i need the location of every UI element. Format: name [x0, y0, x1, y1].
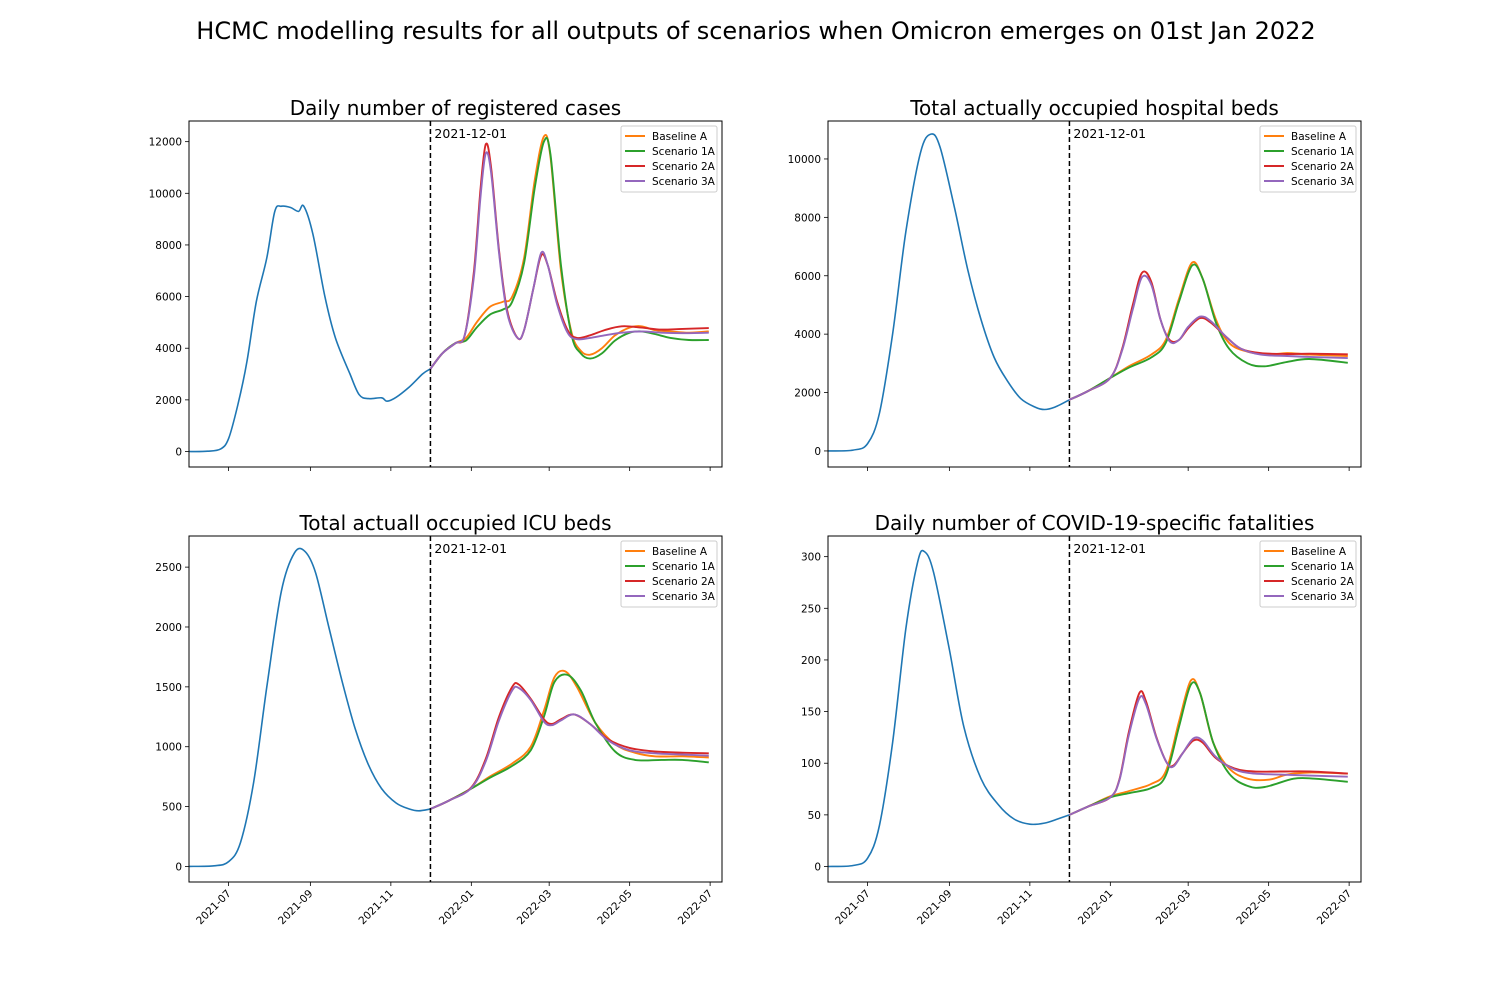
chart-panel-registered-cases: Daily number of registered cases 0 2000 400… [149, 96, 723, 471]
legend-label-scenario-3a: Scenario 3A [1291, 591, 1355, 603]
vline-label: 2021-12-01 [1073, 541, 1146, 556]
series-line-scenario-3a [1069, 274, 1348, 401]
y-tick-label: 250 [801, 603, 821, 615]
series-line-scenario-1a [1069, 263, 1348, 401]
series-line-scenario-3a [429, 151, 709, 370]
legend-label-scenario-1a: Scenario 1A [1291, 146, 1355, 158]
legend-label-scenario-2a: Scenario 2A [1291, 161, 1355, 173]
legend: Baseline A Scenario 1A Scenario 2A Scenario… [620, 125, 718, 193]
y-tick-label: 0 [175, 861, 182, 873]
series-line-scenario-3a [430, 685, 709, 810]
y-tick-label: 100 [801, 758, 821, 770]
y-tick-label: 2500 [155, 562, 182, 574]
plot-lines [189, 133, 709, 453]
legend-box [1259, 540, 1357, 608]
y-tick-label: 6000 [155, 292, 182, 304]
y-tick-label: 8000 [794, 212, 821, 224]
legend-label-baseline-a: Baseline A [1291, 131, 1347, 143]
y-tick-label: 4000 [794, 329, 821, 341]
y-tick-label: 1500 [155, 682, 182, 694]
plot-lines [828, 133, 1348, 452]
axes-frame [188, 535, 723, 883]
chart-panel-hospital-beds: Total actually occupied hospital beds 0 20… [788, 96, 1362, 471]
plot-lines [189, 547, 709, 868]
y-tick-label: 0 [175, 447, 182, 459]
series-line-history [828, 133, 1070, 452]
y-tick-label: 4000 [155, 343, 182, 355]
legend-label-scenario-2a: Scenario 2A [652, 161, 716, 173]
legend-label-scenario-2a: Scenario 2A [1291, 576, 1355, 588]
legend-label-baseline-a: Baseline A [1291, 546, 1347, 558]
legend-label-baseline-a: Baseline A [652, 546, 708, 558]
vline-label: 2021-12-01 [1073, 126, 1146, 141]
legend-box [620, 540, 718, 608]
axes-frame [827, 120, 1362, 468]
series-line-scenario-1a [1069, 681, 1348, 816]
chart-title: Daily number of registered cases [290, 96, 621, 120]
y-tick-label: 1000 [155, 742, 182, 754]
y-tick-label: 10000 [788, 154, 821, 166]
legend-box [620, 125, 718, 193]
series-line-history [189, 547, 431, 868]
y-tick-label: 12000 [149, 137, 182, 149]
y-tick-label: 2000 [155, 395, 182, 407]
y-tick-label: 0 [814, 862, 821, 874]
series-line-scenario-1a [430, 673, 709, 810]
axes-frame [188, 120, 723, 468]
y-tick-label: 300 [801, 552, 821, 564]
legend-label-scenario-1a: Scenario 1A [1291, 561, 1355, 573]
legend-label-scenario-1a: Scenario 1A [652, 561, 716, 573]
plot-lines [828, 549, 1348, 868]
legend: Baseline A Scenario 1A Scenario 2A Scenario… [1259, 540, 1357, 608]
chart-title: Total actuall occupied ICU beds [298, 511, 611, 535]
y-tick-label: 150 [801, 707, 821, 719]
vline-label: 2021-12-01 [434, 126, 507, 141]
series-line-baseline-a [1069, 678, 1348, 816]
legend: Baseline A Scenario 1A Scenario 2A Scenario… [1259, 125, 1357, 193]
figure-title: HCMC modelling results for all outputs o… [196, 17, 1315, 45]
vline-label: 2021-12-01 [434, 541, 507, 556]
legend-box [1259, 125, 1357, 193]
legend-label-scenario-2a: Scenario 2A [652, 576, 716, 588]
chart-title: Daily number of COVID-19-specific fatali… [875, 511, 1315, 535]
series-line-history [828, 549, 1070, 868]
y-tick-label: 2000 [155, 622, 182, 634]
series-line-history [189, 204, 431, 453]
chart-title: Total actually occupied hospital beds [909, 96, 1279, 120]
series-line-scenario-3a [1069, 695, 1348, 816]
y-tick-label: 2000 [794, 388, 821, 400]
y-tick-label: 8000 [155, 240, 182, 252]
y-tick-label: 10000 [149, 188, 182, 200]
y-tick-label: 50 [808, 810, 821, 822]
y-tick-label: 500 [162, 802, 182, 814]
legend: Baseline A Scenario 1A Scenario 2A Scenario… [620, 540, 718, 608]
legend-label-scenario-3a: Scenario 3A [1291, 176, 1355, 188]
legend-label-baseline-a: Baseline A [652, 131, 708, 143]
legend-label-scenario-1a: Scenario 1A [652, 146, 716, 158]
axes-frame [827, 535, 1362, 883]
y-tick-label: 200 [801, 655, 821, 667]
legend-label-scenario-3a: Scenario 3A [652, 176, 716, 188]
y-tick-label: 0 [814, 446, 821, 458]
legend-label-scenario-3a: Scenario 3A [652, 591, 716, 603]
y-tick-label: 6000 [794, 271, 821, 283]
